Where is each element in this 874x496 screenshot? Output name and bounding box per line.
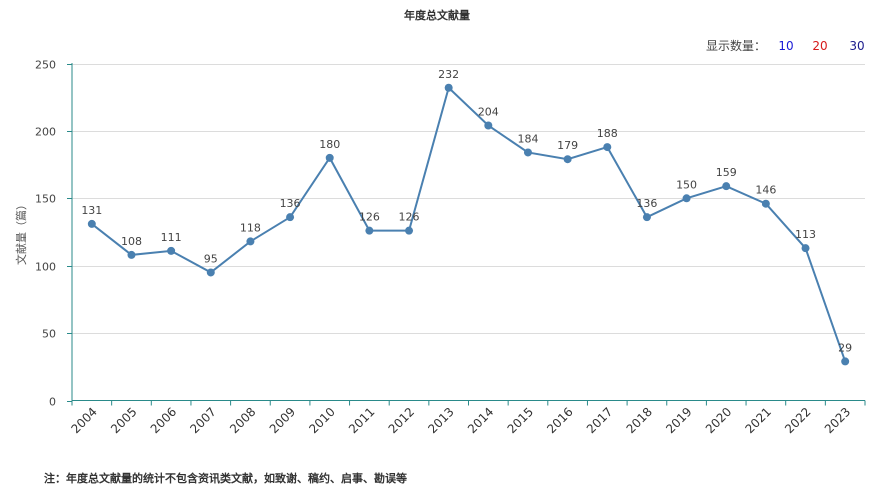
data-point-2004[interactable] [87, 219, 96, 228]
data-label-2014: 204 [478, 106, 499, 119]
data-label-2010: 180 [319, 138, 340, 151]
data-point-2021[interactable] [761, 199, 770, 208]
chart-title: 年度总文献量 [404, 8, 470, 22]
footnote: 注：年度总文献量的统计不包含资讯类文献，如致谢、稿约、启事、勘误等 [44, 471, 407, 485]
data-label-2023: 29 [838, 341, 852, 354]
y-tick-label-0: 0 [49, 396, 56, 409]
data-label-2016: 179 [557, 139, 578, 152]
data-label-2020: 159 [716, 166, 737, 179]
data-point-2016[interactable] [563, 155, 572, 164]
x-tick-label-2013: 2013 [425, 405, 456, 436]
x-tick-label-2004: 2004 [68, 405, 99, 436]
data-label-2009: 136 [280, 197, 301, 210]
data-point-2009[interactable] [286, 213, 295, 222]
x-tick-label-2012: 2012 [386, 405, 417, 436]
display-count-option-30[interactable]: 30 [849, 39, 864, 53]
y-axis-label: 文献量（篇） [14, 199, 28, 265]
x-tick-label-2005: 2005 [108, 405, 139, 436]
x-tick-label-2006: 2006 [148, 405, 179, 436]
data-point-2019[interactable] [682, 194, 691, 203]
x-tick-label-2009: 2009 [267, 405, 298, 436]
data-labels: 131 108 111 95 118 136 180 126 126 232 204 184 179 18… [81, 68, 852, 355]
x-tick-label-2010: 2010 [306, 405, 337, 436]
x-tick-label-2017: 2017 [584, 405, 615, 436]
y-tick-label-200: 200 [35, 126, 56, 139]
data-point-2023[interactable] [841, 357, 850, 366]
data-point-2013[interactable] [444, 83, 453, 92]
x-axis-ticks: 2004 2005 2006 2007 2008 2009 2010 2011 2012 2013… [68, 400, 866, 436]
data-point-2007[interactable] [206, 268, 215, 277]
data-point-2020[interactable] [722, 182, 731, 191]
data-point-2017[interactable] [603, 143, 612, 152]
series-line [91, 85, 847, 362]
data-point-2005[interactable] [127, 250, 136, 259]
data-point-2018[interactable] [642, 213, 651, 222]
y-tick-label-250: 250 [35, 59, 56, 72]
x-tick-label-2007: 2007 [187, 405, 218, 436]
x-tick-label-2021: 2021 [742, 405, 773, 436]
data-point-2010[interactable] [325, 153, 334, 162]
data-label-2004: 131 [81, 204, 102, 217]
display-count-option-10[interactable]: 10 [778, 39, 793, 53]
data-label-2012: 126 [399, 211, 420, 224]
x-tick-label-2008: 2008 [227, 405, 258, 436]
data-label-2018: 136 [636, 197, 657, 210]
data-label-2019: 150 [676, 178, 697, 191]
data-label-2007: 95 [204, 252, 218, 265]
data-label-2021: 146 [755, 184, 776, 197]
data-point-2012[interactable] [405, 226, 414, 235]
x-tick-label-2022: 2022 [782, 405, 813, 436]
data-point-2011[interactable] [365, 226, 374, 235]
x-tick-label-2014: 2014 [465, 405, 496, 436]
data-label-2017: 188 [597, 127, 618, 140]
data-label-2006: 111 [161, 231, 182, 244]
data-label-2008: 118 [240, 221, 261, 234]
data-label-2011: 126 [359, 211, 380, 224]
data-point-2008[interactable] [246, 237, 255, 246]
display-count-option-20[interactable]: 20 [812, 39, 827, 53]
x-tick-label-2023: 2023 [822, 405, 853, 436]
y-axis-ticks: 0 50 100 150 200 250 [35, 59, 72, 409]
x-tick-label-2015: 2015 [505, 405, 536, 436]
y-tick-label-150: 150 [35, 193, 56, 206]
data-label-2015: 184 [517, 132, 538, 145]
data-label-2013: 232 [438, 68, 459, 81]
data-label-2005: 108 [121, 235, 142, 248]
x-tick-label-2016: 2016 [544, 405, 575, 436]
grid-lines [72, 64, 865, 334]
display-count-control: 显示数量： 10 20 30 [706, 38, 865, 53]
data-point-2022[interactable] [801, 244, 810, 253]
data-point-2015[interactable] [523, 148, 532, 157]
x-tick-label-2011: 2011 [346, 405, 377, 436]
x-tick-label-2020: 2020 [703, 405, 734, 436]
data-points [87, 83, 850, 366]
data-label-2022: 113 [795, 228, 816, 241]
y-tick-label-50: 50 [42, 328, 56, 341]
y-tick-label-100: 100 [35, 261, 56, 274]
x-tick-label-2018: 2018 [624, 405, 655, 436]
display-count-label: 显示数量： [706, 38, 766, 53]
data-point-2006[interactable] [167, 246, 176, 255]
x-tick-label-2019: 2019 [663, 405, 694, 436]
data-point-2014[interactable] [484, 121, 493, 130]
